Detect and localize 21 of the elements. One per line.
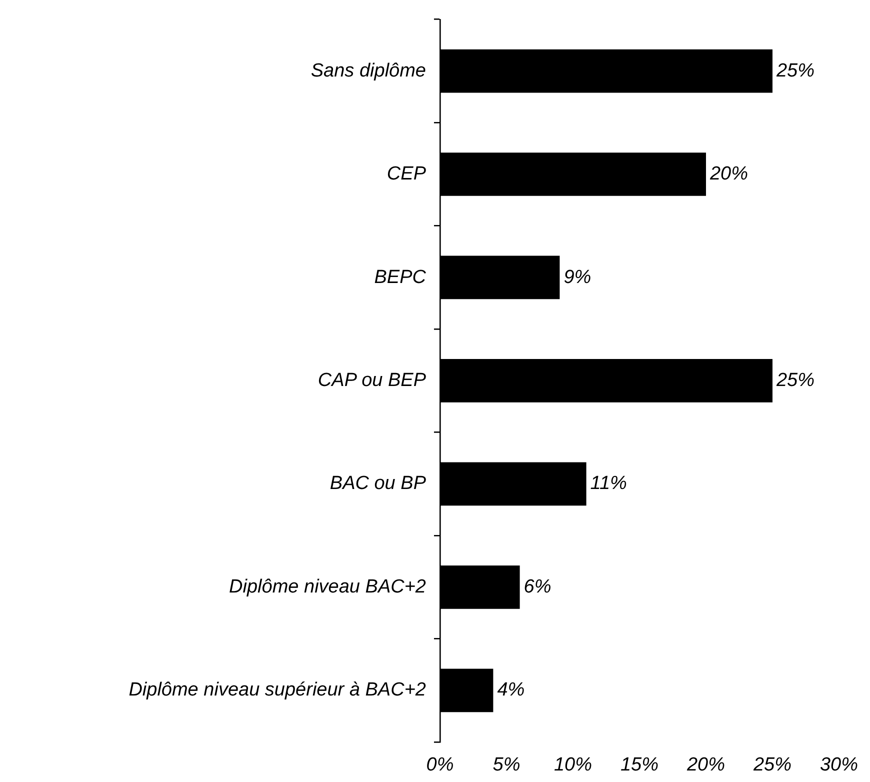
x-tick-label: 20%	[686, 754, 726, 776]
data-label: 25%	[775, 370, 815, 391]
data-label: 20%	[708, 164, 748, 185]
x-tick-label: 10%	[554, 754, 592, 776]
y-tick-label: BEPC	[374, 266, 426, 288]
x-tick-label: 15%	[620, 754, 659, 776]
data-label: 4%	[497, 680, 525, 701]
y-tick-label: Sans diplôme	[310, 60, 426, 82]
x-tick-label: 5%	[492, 754, 520, 776]
y-tick-label: Diplôme niveau supérieur à BAC+2	[128, 680, 426, 701]
data-label: 11%	[590, 473, 628, 494]
y-tick-label: Diplôme niveau BAC+2	[229, 576, 426, 598]
data-label: 6%	[524, 576, 552, 598]
data-label: 25%	[775, 60, 815, 82]
y-tick-label: CAP ou BEP	[318, 370, 426, 391]
x-tick-label: 25%	[752, 754, 792, 776]
x-tick-label: 30%	[820, 754, 858, 776]
y-tick-label: BAC ou BP	[330, 473, 426, 494]
x-tick-label: 0%	[426, 754, 454, 776]
y-tick-label: CEP	[386, 164, 426, 185]
data-label: 9%	[564, 266, 592, 288]
